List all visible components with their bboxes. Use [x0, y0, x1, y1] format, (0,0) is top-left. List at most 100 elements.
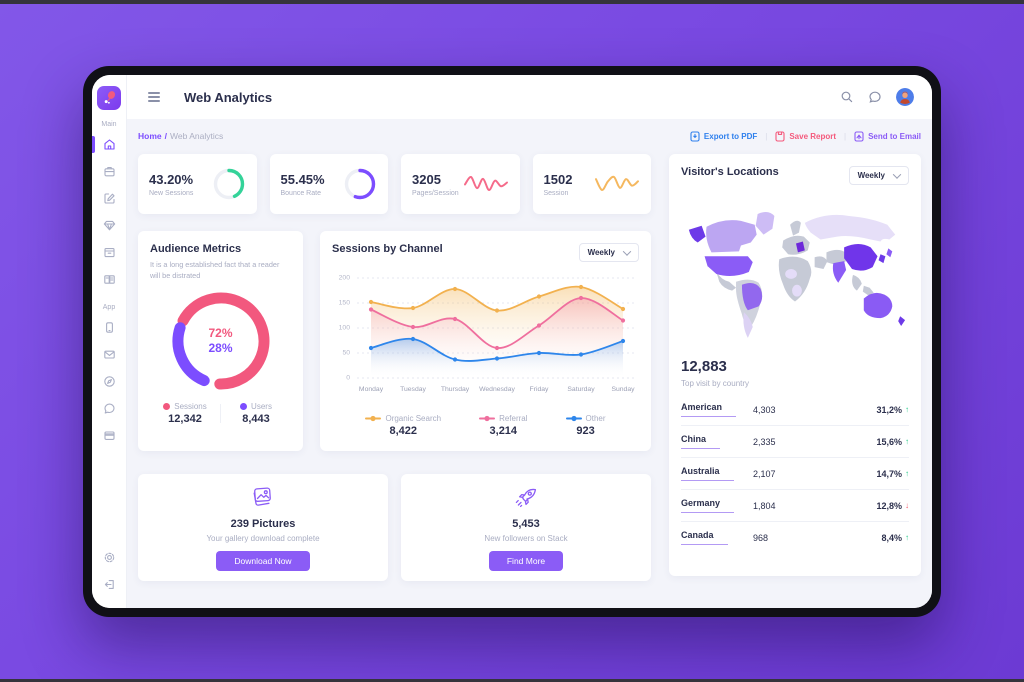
y-axis-tick: 100	[338, 324, 350, 332]
sidebar-item-mobile[interactable]	[92, 314, 126, 341]
sidebar-item-logout[interactable]	[92, 571, 126, 598]
sessions-by-channel-card: Sessions by Channel Weekly 200 150 100 50 0	[320, 231, 651, 451]
app-logo[interactable]	[97, 86, 121, 110]
table-row: Australia 2,107 14,7% ↑	[681, 458, 909, 490]
breadcrumb-separator: /	[164, 131, 167, 141]
edit-icon	[103, 193, 115, 204]
sidebar-item-explore[interactable]	[92, 368, 126, 395]
audience-donut-chart: 72% 28%	[169, 289, 273, 393]
stat-label: Pages/Session	[412, 189, 459, 197]
donut-users-pct: 28%	[208, 341, 233, 356]
export-pdf-button[interactable]: Export to PDF	[690, 130, 757, 142]
x-axis-tick: Thursday	[440, 386, 470, 393]
country-name: Australia	[681, 466, 734, 481]
menu-toggle-icon[interactable]	[148, 92, 160, 102]
sidebar-item-settings[interactable]	[92, 544, 126, 571]
audience-metrics-card: Audience Metrics It is a long establishe…	[138, 231, 303, 451]
trend-arrow: ↑	[905, 469, 909, 478]
breadcrumb-home-link[interactable]: Home	[138, 131, 162, 141]
messages-icon[interactable]	[868, 90, 882, 104]
archive-icon	[103, 248, 115, 258]
country-name: China	[681, 434, 721, 449]
visitors-locations-card: Visitor's Locations Weekly	[669, 154, 921, 576]
photo-edge-top	[0, 0, 1024, 4]
country-name: American	[681, 402, 737, 417]
locations-range-dropdown[interactable]: Weekly	[848, 166, 909, 185]
country-pct: 14,7%	[876, 468, 902, 479]
x-axis-tick: Tuesday	[400, 386, 426, 393]
promo-title: 5,453	[512, 518, 540, 530]
photo-edge-bottom	[0, 679, 1024, 682]
card-title: Visitor's Locations	[681, 166, 779, 178]
sidebar-item-wallet[interactable]	[92, 422, 126, 449]
world-map	[688, 211, 906, 338]
download-now-button[interactable]: Download Now	[216, 551, 310, 571]
sidebar-item-premium[interactable]	[92, 212, 126, 239]
briefcase-icon	[103, 167, 115, 177]
main-area: Web Analytics	[127, 75, 932, 608]
trend-arrow: ↑	[905, 405, 909, 414]
sidebar-item-archive[interactable]	[92, 239, 126, 266]
x-axis-labels: Monday Tuesday Thursday Wednesday Friday Satu…	[357, 386, 637, 398]
country-value: 968	[753, 532, 769, 543]
sidebar-item-home[interactable]	[92, 131, 126, 158]
card-title: Audience Metrics	[150, 243, 242, 255]
card-description: It is a long established fact that a rea…	[150, 260, 280, 280]
legend-dot	[240, 402, 248, 410]
stat-label: Bounce Rate	[280, 189, 321, 197]
sidebar-item-projects[interactable]	[92, 158, 126, 185]
sessions-line-chart: 200 150 100 50 0 Monday Tuesday Thursday Wednes…	[332, 272, 639, 400]
compass-icon	[103, 376, 115, 387]
audience-legend: Sessions 12,342 Users 8,443	[150, 402, 291, 425]
actions-separator: |	[765, 131, 768, 141]
content-area: Home / Web Analytics Export to PDF | S	[127, 119, 932, 608]
country-name: Germany	[681, 498, 735, 513]
legend-value: 12,342	[168, 412, 202, 425]
sidebar-item-chat[interactable]	[92, 395, 126, 422]
y-axis-tick: 200	[338, 274, 350, 282]
x-axis-tick: Friday	[529, 386, 549, 393]
chevron-down-icon	[622, 246, 632, 256]
trend-arrow: ↑	[905, 533, 909, 542]
legend-marker	[565, 415, 582, 422]
sessions-legend: Organic Search 8,422 Referral 3,214	[332, 414, 639, 437]
save-report-button[interactable]: Save Report	[775, 130, 836, 142]
mail-icon	[103, 350, 115, 359]
table-row: American 4,303 31,2% ↑	[681, 394, 909, 426]
breadcrumb: Home / Web Analytics Export to PDF | S	[138, 128, 921, 144]
x-axis-tick: Wednesday	[479, 386, 515, 393]
legend-dot	[163, 402, 171, 410]
x-axis-tick: Monday	[358, 386, 384, 393]
sidebar-item-docs[interactable]	[92, 266, 126, 293]
search-icon[interactable]	[840, 90, 854, 104]
country-pct: 8,4%	[881, 532, 902, 543]
trend-arrow: ↓	[905, 501, 909, 510]
sessions-range-dropdown[interactable]: Weekly	[578, 243, 639, 262]
locations-total: 12,883	[681, 358, 727, 375]
tablet-frame: Main App	[83, 66, 941, 617]
card-title: Sessions by Channel	[332, 243, 443, 255]
sidebar-item-mail[interactable]	[92, 341, 126, 368]
promo-title: 239 Pictures	[230, 518, 296, 530]
promo-description: Your gallery download complete	[206, 534, 320, 543]
stat-sparkline	[463, 174, 509, 194]
home-icon	[103, 139, 115, 150]
country-value: 1,804	[753, 500, 776, 511]
table-row: Canada 968 8,4% ↑	[681, 522, 909, 553]
send-email-button[interactable]: Send to Email	[854, 130, 921, 142]
legend-value: 8,422	[389, 425, 418, 437]
legend-value: 8,443	[242, 412, 270, 425]
rocket-icon	[401, 486, 651, 513]
legend-marker	[365, 415, 382, 422]
sidebar-section-app: App	[102, 304, 116, 311]
y-axis-tick: 0	[346, 374, 350, 382]
stat-card-bounce-rate: 55.45% Bounce Rate	[269, 154, 388, 214]
save-file-icon	[775, 130, 785, 142]
stat-value: 3205	[412, 171, 441, 187]
actions-separator: |	[844, 131, 847, 141]
avatar[interactable]	[896, 88, 914, 106]
sidebar-item-edit[interactable]	[92, 185, 126, 212]
stat-label: New Sessions	[149, 189, 194, 197]
find-more-button[interactable]: Find More	[488, 551, 564, 571]
stat-cards: 43.20% New Sessions 55.45% Bounce Rate	[138, 154, 651, 214]
